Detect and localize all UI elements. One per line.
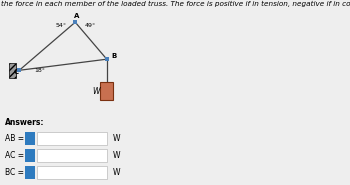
Text: A: A (74, 13, 80, 19)
Text: AB =: AB = (5, 134, 25, 143)
Text: i: i (28, 168, 31, 176)
Text: W: W (113, 151, 120, 160)
Text: 54°: 54° (56, 23, 67, 28)
Text: Answers:: Answers: (5, 118, 45, 127)
Text: 49°: 49° (84, 23, 96, 28)
Bar (37, 166, 107, 179)
Bar (100, 82, 113, 100)
Bar (25, 149, 35, 162)
Bar (25, 166, 35, 179)
Text: C: C (14, 69, 19, 75)
Text: AC =: AC = (5, 151, 25, 160)
Bar (37, 132, 107, 145)
Text: W: W (113, 134, 120, 143)
Text: i: i (28, 151, 31, 160)
Bar (9, 63, 16, 78)
Text: W: W (92, 87, 100, 96)
Text: B: B (112, 53, 117, 59)
Text: Determine the force in each member of the loaded truss. The force is positive if: Determine the force in each member of th… (0, 1, 350, 7)
Text: i: i (28, 134, 31, 143)
Bar (37, 149, 107, 162)
Bar (25, 132, 35, 145)
Text: W: W (113, 168, 120, 176)
Text: BC =: BC = (5, 168, 24, 176)
Text: 18°: 18° (34, 68, 45, 73)
